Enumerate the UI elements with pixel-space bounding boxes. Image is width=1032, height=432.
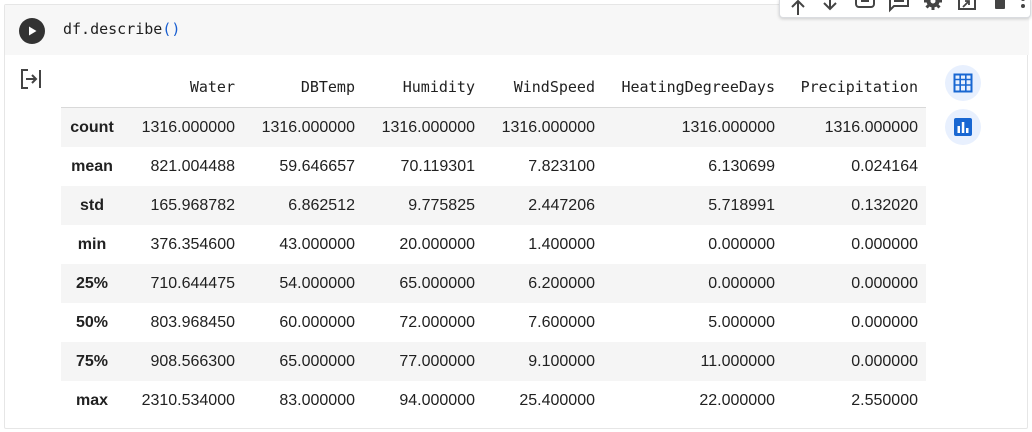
table-cell: 9.100000 xyxy=(483,342,603,381)
table-body: count 1316.000000 1316.000000 1316.000000 13… xyxy=(61,107,926,421)
table-row: max 2310.534000 83.000000 94.000000 25.40000… xyxy=(61,381,926,420)
table-cell: 0.000000 xyxy=(708,235,775,253)
table-row: count 1316.000000 1316.000000 1316.000000 13… xyxy=(61,107,926,147)
table-cell: 6.130699 xyxy=(708,157,775,175)
code-parens: () xyxy=(162,20,181,38)
table-cell: 2310.534000 xyxy=(141,391,235,409)
column-header-water: Water xyxy=(123,67,243,108)
row-label: 75% xyxy=(61,342,123,381)
table-cell: 376.354600 xyxy=(150,235,235,253)
arrow-up-icon[interactable] xyxy=(788,0,808,17)
row-label: max xyxy=(75,391,109,409)
comment-icon[interactable] xyxy=(888,0,910,17)
table-cell: 908.566300 xyxy=(123,342,243,381)
table-cell: 0.000000 xyxy=(851,313,918,331)
table-cell: 821.004488 xyxy=(150,157,235,175)
table-cell: 0.000000 xyxy=(851,235,918,253)
table-cell: 6.862512 xyxy=(243,186,363,225)
column-header-humidity: Humidity xyxy=(363,67,483,108)
table-cell: 5.000000 xyxy=(708,313,775,331)
table-cell: 70.119301 xyxy=(400,157,475,175)
more-icon[interactable] xyxy=(1018,0,1028,17)
table-row: mean 821.004488 59.646657 70.119301 7.823100… xyxy=(61,147,926,186)
table-cell: 0.000000 xyxy=(783,264,926,303)
table-cell: 65.000000 xyxy=(243,342,363,381)
table-cell: 77.000000 xyxy=(363,342,483,381)
table-cell: 5.718991 xyxy=(603,186,783,225)
table-cell: 2.550000 xyxy=(851,391,918,409)
table-cell: 1316.000000 xyxy=(483,107,603,147)
table-cell: 54.000000 xyxy=(243,264,363,303)
table-cell: 20.000000 xyxy=(399,235,475,253)
link-icon[interactable] xyxy=(854,0,876,17)
table-cell: 165.968782 xyxy=(123,186,243,225)
table-cell: 803.968450 xyxy=(150,313,235,331)
convert-to-interactive-table-button[interactable] xyxy=(945,65,981,101)
table-cell: 9.775825 xyxy=(363,186,483,225)
row-label: count xyxy=(61,107,123,147)
table-cell: 59.646657 xyxy=(279,157,355,175)
table-cell: 1316.000000 xyxy=(783,107,926,147)
table-cell: 0.000000 xyxy=(783,342,926,381)
table-cell: 1316.000000 xyxy=(603,107,783,147)
table-row: std 165.968782 6.862512 9.775825 2.447206 5.7… xyxy=(61,186,926,225)
table-cell: 60.000000 xyxy=(279,313,355,331)
row-label: mean xyxy=(71,157,113,175)
describe-output-table: Water DBTemp Humidity WindSpeed HeatingD… xyxy=(61,67,926,420)
cell-toolbar xyxy=(779,0,1031,18)
suggest-charts-button[interactable] xyxy=(945,109,981,145)
table-cell: 1.400000 xyxy=(528,235,595,253)
table-cell: 11.000000 xyxy=(603,342,783,381)
table-cell: 25.400000 xyxy=(519,391,595,409)
column-header-heatingdegreedays: HeatingDegreeDays xyxy=(603,67,783,108)
code-editor[interactable]: df.describe() xyxy=(63,20,180,38)
table-row: 25% 710.644475 54.000000 65.000000 6.200000 0… xyxy=(61,264,926,303)
table-cell: 83.000000 xyxy=(279,391,355,409)
row-label: std xyxy=(61,186,123,225)
output-actions-icon[interactable] xyxy=(19,68,43,90)
delete-icon[interactable] xyxy=(992,0,1008,17)
table-cell: 0.000000 xyxy=(603,264,783,303)
table-row: 75% 908.566300 65.000000 77.000000 9.100000 1… xyxy=(61,342,926,381)
table-cell: 0.132020 xyxy=(783,186,926,225)
table-cell: 1316.000000 xyxy=(123,107,243,147)
table-row: 50% 803.968450 60.000000 72.000000 7.600000 5… xyxy=(61,303,926,342)
table-cell: 1316.000000 xyxy=(243,107,363,147)
arrow-down-icon[interactable] xyxy=(820,0,840,17)
table-cell: 6.200000 xyxy=(483,264,603,303)
table-cell: 65.000000 xyxy=(363,264,483,303)
table-cell: 43.000000 xyxy=(279,235,355,253)
table-cell: 0.024164 xyxy=(851,157,918,175)
column-header-dbtemp: DBTemp xyxy=(243,67,363,108)
table-header-row: Water DBTemp Humidity WindSpeed HeatingD… xyxy=(61,67,926,108)
table-cell: 7.600000 xyxy=(528,313,595,331)
settings-icon[interactable] xyxy=(922,0,944,17)
row-label: min xyxy=(77,235,107,253)
bar-chart-icon xyxy=(954,118,972,136)
table-row: min 376.354600 43.000000 20.000000 1.400000 0… xyxy=(61,225,926,264)
row-label: 50% xyxy=(75,313,109,331)
table-cell: 1316.000000 xyxy=(363,107,483,147)
column-header-windspeed: WindSpeed xyxy=(483,67,603,108)
table-cell: 710.644475 xyxy=(123,264,243,303)
code-text: df.describe xyxy=(63,20,163,38)
table-cell: 2.447206 xyxy=(483,186,603,225)
run-cell-button[interactable] xyxy=(19,18,45,44)
play-icon xyxy=(29,26,37,36)
row-label: 25% xyxy=(61,264,123,303)
code-cell: df.describe() xyxy=(4,0,1031,429)
table-cell: 72.000000 xyxy=(399,313,475,331)
table-cell: 94.000000 xyxy=(399,391,475,409)
table-cell: 7.823100 xyxy=(528,157,595,175)
table-grid-icon xyxy=(953,73,973,93)
column-header-precipitation: Precipitation xyxy=(783,67,926,108)
table-corner xyxy=(61,67,123,108)
table-cell: 22.000000 xyxy=(699,391,775,409)
mirror-cell-icon[interactable] xyxy=(956,0,978,17)
